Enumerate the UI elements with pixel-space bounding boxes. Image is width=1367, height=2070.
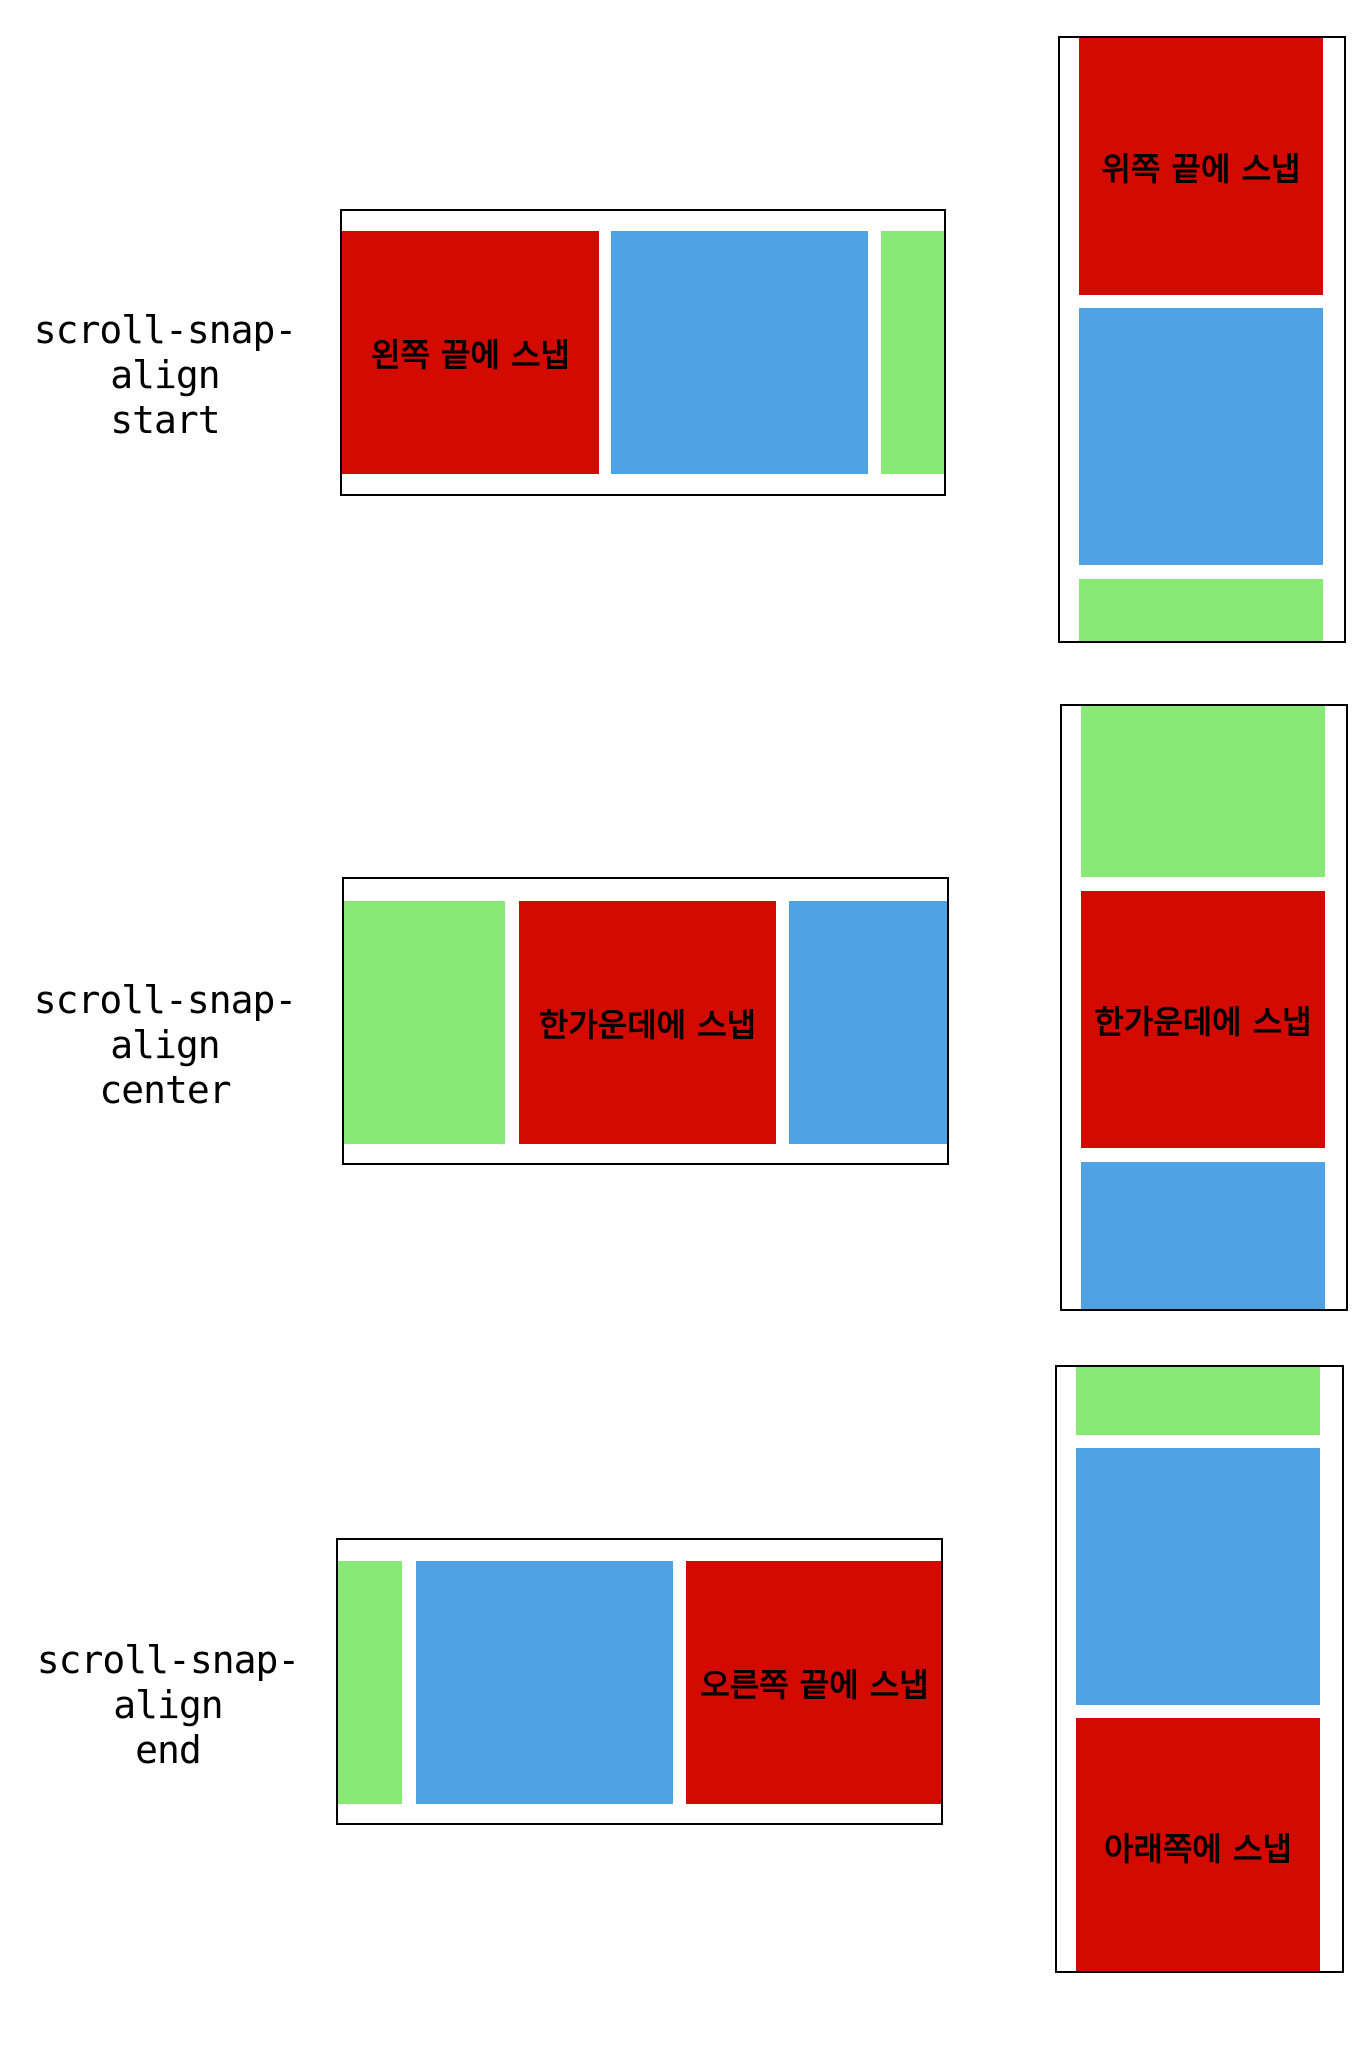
vertical-scroller-center[interactable]: 한가운데에 스냅 bbox=[1060, 704, 1348, 1311]
snap-item-blue bbox=[789, 901, 947, 1144]
horizontal-scroller-end[interactable]: 오른쪽 끝에 스냅 bbox=[336, 1538, 943, 1825]
snap-item-red: 오른쪽 끝에 스냅 bbox=[686, 1561, 941, 1804]
snap-item-green bbox=[1079, 579, 1323, 641]
vertical-scroller-end[interactable]: 아래쪽에 스냅 bbox=[1055, 1365, 1344, 1973]
snap-item-red: 한가운데에 스냅 bbox=[519, 901, 776, 1144]
label-value: start bbox=[110, 398, 220, 442]
label-end: scroll-snap-align end bbox=[0, 1638, 336, 1773]
snap-item-red: 한가운데에 스냅 bbox=[1081, 891, 1325, 1148]
snap-item-red: 왼쪽 끝에 스냅 bbox=[342, 231, 599, 474]
snap-caption: 위쪽 끝에 스냅 bbox=[1101, 149, 1301, 188]
snap-caption: 아래쪽에 스냅 bbox=[1104, 1829, 1292, 1868]
snap-item-blue bbox=[1076, 1448, 1320, 1705]
snap-item-green bbox=[1081, 706, 1325, 877]
label-center: scroll-snap-align center bbox=[0, 978, 330, 1113]
snap-item-red: 위쪽 끝에 스냅 bbox=[1079, 38, 1323, 295]
vertical-scroller-start[interactable]: 위쪽 끝에 스냅 bbox=[1058, 36, 1346, 643]
snap-caption: 오른쪽 끝에 스냅 bbox=[700, 1665, 929, 1704]
snap-item-green bbox=[881, 231, 944, 474]
snap-item-blue bbox=[1079, 308, 1323, 565]
label-value: end bbox=[135, 1728, 202, 1772]
snap-item-green bbox=[338, 1561, 402, 1804]
snap-item-blue bbox=[416, 1561, 673, 1804]
snap-caption: 한가운데에 스냅 bbox=[538, 1005, 757, 1044]
horizontal-scroller-start[interactable]: 왼쪽 끝에 스냅 bbox=[340, 209, 946, 496]
label-value: center bbox=[99, 1068, 231, 1112]
snap-item-green bbox=[344, 901, 505, 1144]
snap-item-green bbox=[1076, 1367, 1320, 1435]
snap-item-blue bbox=[1081, 1162, 1325, 1309]
label-property: scroll-snap-align bbox=[36, 1638, 301, 1727]
snap-caption: 왼쪽 끝에 스냅 bbox=[371, 335, 570, 374]
snap-caption: 한가운데에 스냅 bbox=[1094, 1002, 1312, 1041]
snap-item-blue bbox=[611, 231, 868, 474]
snap-item-red: 아래쪽에 스냅 bbox=[1076, 1718, 1320, 1971]
label-property: scroll-snap-align bbox=[33, 978, 298, 1067]
label-property: scroll-snap-align bbox=[33, 308, 298, 397]
horizontal-scroller-center[interactable]: 한가운데에 스냅 bbox=[342, 877, 949, 1165]
label-start: scroll-snap-align start bbox=[0, 308, 330, 443]
